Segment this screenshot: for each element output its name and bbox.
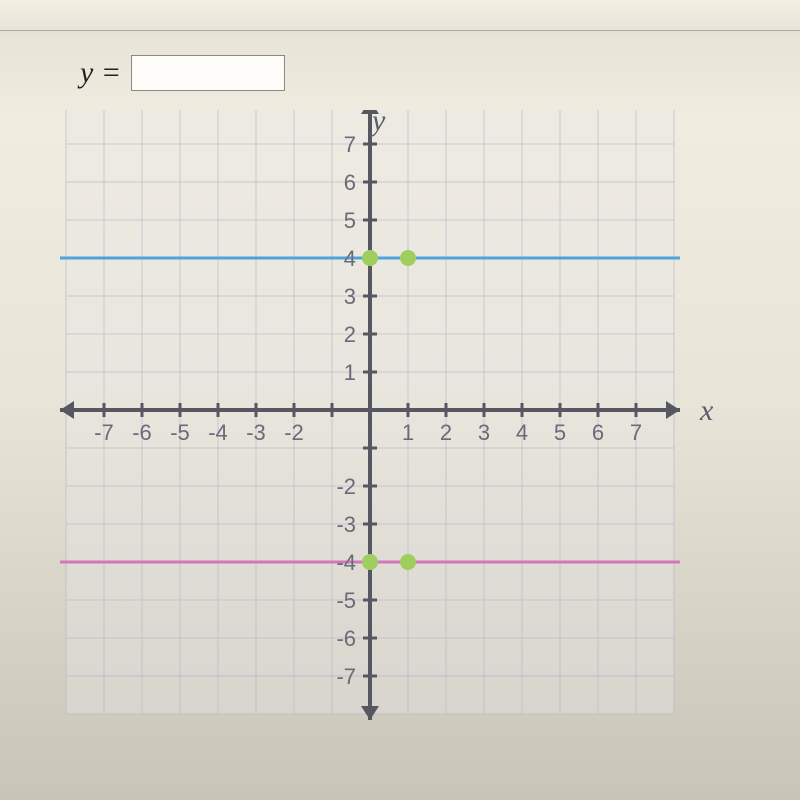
svg-text:6: 6 bbox=[344, 170, 356, 195]
svg-text:5: 5 bbox=[554, 420, 566, 445]
svg-text:1: 1 bbox=[344, 360, 356, 385]
window-top-bar bbox=[0, 0, 800, 31]
svg-text:7: 7 bbox=[630, 420, 642, 445]
plane-svg: -7 -6 -5 -4 -3 -2 1 2 3 4 5 6 7 1 2 3 4 5 6 7 -2 -3 -4 -5 -6 -7 bbox=[40, 110, 740, 720]
svg-text:-2: -2 bbox=[336, 474, 356, 499]
svg-text:3: 3 bbox=[478, 420, 490, 445]
svg-text:-3: -3 bbox=[246, 420, 266, 445]
svg-text:-7: -7 bbox=[336, 664, 356, 689]
equation-row: y = bbox=[80, 55, 285, 91]
svg-text:3: 3 bbox=[344, 284, 356, 309]
svg-text:4: 4 bbox=[516, 420, 528, 445]
svg-text:-5: -5 bbox=[170, 420, 190, 445]
svg-text:-5: -5 bbox=[336, 588, 356, 613]
svg-text:2: 2 bbox=[344, 322, 356, 347]
svg-text:5: 5 bbox=[344, 208, 356, 233]
equation-label: y = bbox=[80, 56, 121, 90]
y-axis-label: y bbox=[372, 104, 385, 138]
svg-text:1: 1 bbox=[402, 420, 414, 445]
svg-text:-6: -6 bbox=[132, 420, 152, 445]
svg-text:2: 2 bbox=[440, 420, 452, 445]
svg-text:-2: -2 bbox=[284, 420, 304, 445]
svg-text:-4: -4 bbox=[336, 550, 356, 575]
svg-text:7: 7 bbox=[344, 132, 356, 157]
svg-text:6: 6 bbox=[592, 420, 604, 445]
svg-text:-6: -6 bbox=[336, 626, 356, 651]
svg-text:4: 4 bbox=[344, 246, 356, 271]
equation-input[interactable] bbox=[131, 55, 285, 91]
svg-text:-7: -7 bbox=[94, 420, 114, 445]
x-axis-label: x bbox=[700, 394, 713, 428]
svg-text:-4: -4 bbox=[208, 420, 228, 445]
coordinate-plane: y x -7-6-5-4-3-212345671234567-2-3-4-5-6… bbox=[40, 110, 740, 720]
svg-text:-3: -3 bbox=[336, 512, 356, 537]
